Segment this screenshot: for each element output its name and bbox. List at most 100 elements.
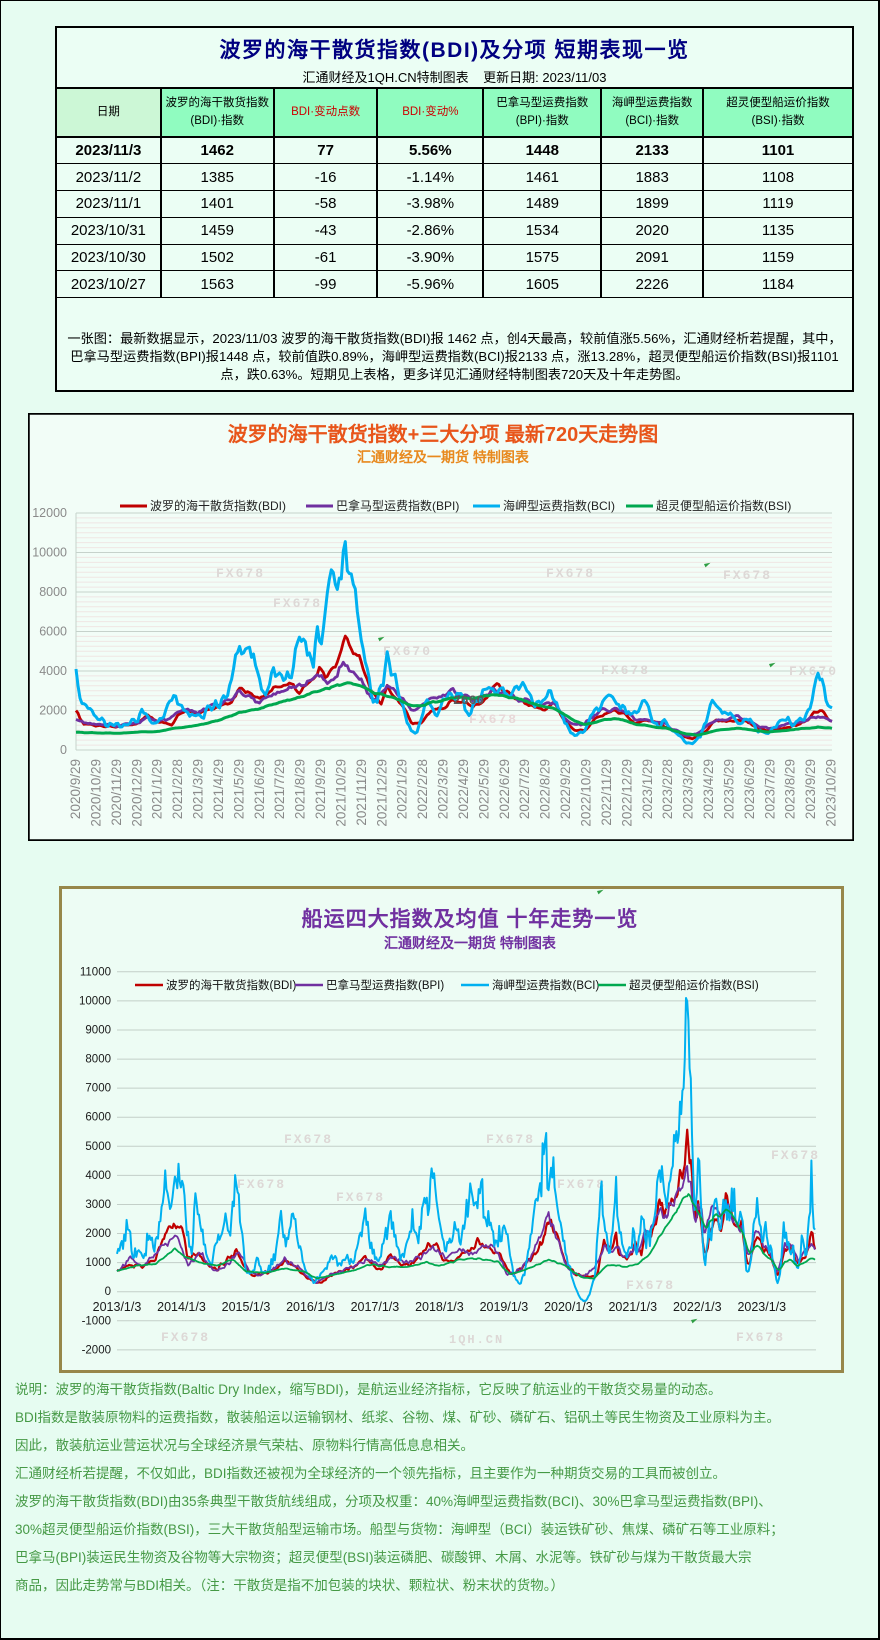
svg-text:2022/12/29: 2022/12/29: [619, 759, 634, 827]
svg-text:海岬型运费指数(BCI): 海岬型运费指数(BCI): [503, 498, 615, 513]
svg-text:6000: 6000: [85, 1112, 111, 1124]
svg-text:8000: 8000: [39, 585, 67, 599]
svg-text:海岬型运费指数(BCI): 海岬型运费指数(BCI): [492, 978, 599, 992]
svg-text:2021/12/29: 2021/12/29: [374, 759, 389, 827]
svg-text:10000: 10000: [79, 995, 111, 1007]
svg-text:2018/1/3: 2018/1/3: [415, 1300, 464, 1314]
svg-text:7000: 7000: [85, 1083, 111, 1095]
svg-text:超灵便型船运价指数(BSI): 超灵便型船运价指数(BSI): [656, 498, 791, 513]
svg-text:2020/12/29: 2020/12/29: [129, 759, 144, 827]
svg-text:4000: 4000: [85, 1170, 111, 1182]
svg-text:8000: 8000: [85, 1054, 111, 1066]
svg-text:2021/3/29: 2021/3/29: [191, 759, 206, 819]
svg-text:5000: 5000: [85, 1141, 111, 1153]
svg-text:2022/8/29: 2022/8/29: [538, 759, 553, 819]
svg-text:FX678: FX678: [284, 1132, 333, 1147]
svg-text:2023/10/29: 2023/10/29: [824, 759, 839, 827]
svg-text:2022/11/29: 2022/11/29: [599, 759, 614, 826]
svg-text:2022/2/28: 2022/2/28: [415, 759, 430, 819]
svg-text:10000: 10000: [32, 546, 67, 560]
svg-text:2022/1/3: 2022/1/3: [673, 1300, 722, 1314]
svg-text:FX678: FX678: [601, 663, 650, 678]
svg-text:2023/8/29: 2023/8/29: [783, 759, 798, 819]
svg-text:9000: 9000: [85, 1025, 111, 1037]
svg-text:2020/9/29: 2020/9/29: [68, 759, 83, 819]
svg-text:2022/4/29: 2022/4/29: [456, 759, 471, 819]
svg-text:巴拿马型运费指数(BPI): 巴拿马型运费指数(BPI): [336, 498, 459, 513]
svg-text:2000: 2000: [39, 704, 67, 718]
svg-text:2022/6/29: 2022/6/29: [497, 759, 512, 819]
svg-text:2020/10/29: 2020/10/29: [88, 759, 103, 827]
svg-text:2021/5/29: 2021/5/29: [231, 759, 246, 819]
svg-text:FX678: FX678: [736, 1330, 785, 1345]
svg-text:2021/1/29: 2021/1/29: [150, 759, 165, 819]
svg-text:FX678: FX678: [216, 566, 265, 581]
svg-text:2023/1/3: 2023/1/3: [737, 1300, 786, 1314]
svg-text:2023/9/29: 2023/9/29: [803, 759, 818, 819]
svg-text:2021/7/29: 2021/7/29: [272, 759, 287, 819]
svg-text:2023/1/29: 2023/1/29: [640, 759, 655, 819]
svg-text:12000: 12000: [32, 506, 67, 520]
svg-text:2013/1/3: 2013/1/3: [93, 1300, 142, 1314]
svg-text:2022/9/29: 2022/9/29: [558, 759, 573, 819]
svg-text:3000: 3000: [85, 1199, 111, 1211]
svg-text:2021/10/29: 2021/10/29: [334, 759, 349, 827]
svg-text:2023/5/29: 2023/5/29: [721, 759, 736, 819]
svg-text:1QH.CN: 1QH.CN: [449, 1333, 504, 1347]
svg-text:2020/1/3: 2020/1/3: [544, 1300, 593, 1314]
svg-text:-1000: -1000: [82, 1315, 111, 1327]
svg-text:2021/2/28: 2021/2/28: [170, 759, 185, 819]
svg-text:FX678: FX678: [237, 1177, 286, 1192]
svg-text:波罗的海干散货指数(BDI): 波罗的海干散货指数(BDI): [150, 498, 286, 513]
svg-text:FX678: FX678: [546, 566, 595, 581]
svg-text:2021/9/29: 2021/9/29: [313, 759, 328, 819]
svg-text:FX678: FX678: [336, 1190, 385, 1205]
svg-text:2017/1/3: 2017/1/3: [351, 1300, 400, 1314]
svg-text:2015/1/3: 2015/1/3: [222, 1300, 271, 1314]
svg-text:波罗的海干散货指数(BDI): 波罗的海干散货指数(BDI): [166, 978, 296, 992]
svg-text:2019/1/3: 2019/1/3: [480, 1300, 529, 1314]
svg-text:1000: 1000: [85, 1257, 111, 1269]
svg-text:11000: 11000: [80, 966, 111, 978]
svg-text:FX670: FX670: [383, 644, 432, 659]
svg-text:2022/7/29: 2022/7/29: [517, 759, 532, 819]
svg-text:2014/1/3: 2014/1/3: [157, 1300, 206, 1314]
svg-text:2020/11/29: 2020/11/29: [109, 759, 124, 826]
svg-text:FX678: FX678: [469, 712, 518, 727]
svg-text:2016/1/3: 2016/1/3: [286, 1300, 335, 1314]
svg-text:巴拿马型运费指数(BPI): 巴拿马型运费指数(BPI): [326, 978, 444, 992]
svg-text:2023/4/29: 2023/4/29: [701, 759, 716, 819]
svg-text:FX678: FX678: [557, 1177, 606, 1192]
svg-text:FX678: FX678: [273, 596, 322, 611]
svg-text:FX678: FX678: [723, 568, 772, 583]
svg-text:FX670: FX670: [789, 664, 838, 679]
svg-text:FX678: FX678: [161, 1330, 210, 1345]
svg-text:FX678: FX678: [486, 1132, 535, 1147]
svg-text:2023/7/29: 2023/7/29: [762, 759, 777, 819]
svg-text:超灵便型船运价指数(BSI): 超灵便型船运价指数(BSI): [629, 978, 759, 992]
svg-text:2022/5/29: 2022/5/29: [476, 759, 491, 819]
svg-text:2000: 2000: [85, 1228, 111, 1240]
svg-text:汇通财经及一期货 特制图表: 汇通财经及一期货 特制图表: [384, 935, 557, 951]
svg-text:船运四大指数及均值 十年走势一览: 船运四大指数及均值 十年走势一览: [302, 907, 639, 931]
svg-text:2022/10/29: 2022/10/29: [579, 759, 594, 827]
svg-text:6000: 6000: [39, 625, 67, 639]
svg-text:2021/11/29: 2021/11/29: [354, 759, 369, 826]
svg-text:-2000: -2000: [82, 1344, 111, 1356]
svg-text:FX678: FX678: [626, 1278, 675, 1293]
svg-text:2021/1/3: 2021/1/3: [608, 1300, 657, 1314]
svg-text:4000: 4000: [39, 664, 67, 678]
svg-text:2022/1/29: 2022/1/29: [395, 759, 410, 819]
svg-text:2021/6/29: 2021/6/29: [252, 759, 267, 819]
svg-text:0: 0: [105, 1286, 111, 1298]
svg-text:2023/2/28: 2023/2/28: [660, 759, 675, 819]
svg-text:2660: 2660: [453, 693, 484, 708]
svg-text:2023/6/29: 2023/6/29: [742, 759, 757, 819]
svg-text:2023/3/29: 2023/3/29: [681, 759, 696, 819]
svg-text:0: 0: [60, 743, 67, 757]
svg-text:2021/8/29: 2021/8/29: [293, 759, 308, 819]
svg-text:2021/4/29: 2021/4/29: [211, 759, 226, 819]
svg-text:FX678: FX678: [771, 1148, 820, 1163]
svg-text:2022/3/29: 2022/3/29: [436, 759, 451, 819]
svg-text:波罗的海干散货指数+三大分项 最新720天走势图: 波罗的海干散货指数+三大分项 最新720天走势图: [228, 422, 659, 446]
